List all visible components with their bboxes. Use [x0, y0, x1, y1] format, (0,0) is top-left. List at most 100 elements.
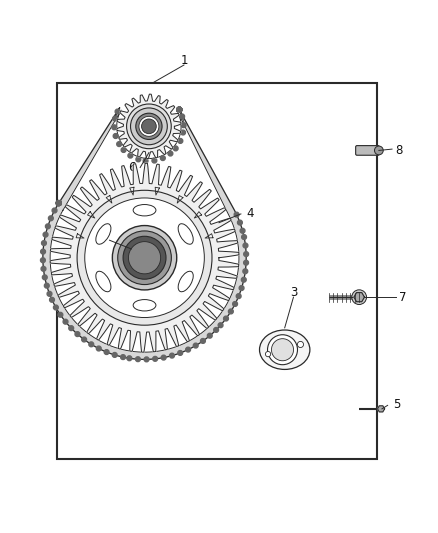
- Circle shape: [241, 277, 246, 282]
- Circle shape: [135, 357, 140, 361]
- Circle shape: [40, 258, 45, 263]
- Circle shape: [170, 353, 174, 358]
- Circle shape: [173, 146, 178, 151]
- Ellipse shape: [96, 271, 111, 292]
- Circle shape: [123, 236, 166, 279]
- Circle shape: [177, 107, 182, 112]
- Circle shape: [177, 107, 182, 112]
- Circle shape: [243, 243, 248, 248]
- Circle shape: [131, 108, 167, 145]
- Circle shape: [168, 151, 173, 156]
- Circle shape: [297, 342, 304, 348]
- Text: 2: 2: [97, 233, 105, 247]
- Circle shape: [46, 224, 50, 229]
- Circle shape: [57, 200, 61, 205]
- Circle shape: [89, 342, 94, 347]
- Circle shape: [237, 220, 242, 225]
- Circle shape: [236, 294, 241, 298]
- Circle shape: [239, 286, 244, 290]
- Circle shape: [177, 107, 182, 112]
- Circle shape: [57, 200, 61, 205]
- Circle shape: [128, 241, 161, 274]
- Circle shape: [57, 200, 61, 205]
- Circle shape: [57, 200, 61, 205]
- Circle shape: [201, 338, 205, 343]
- Circle shape: [186, 347, 191, 352]
- Ellipse shape: [96, 224, 111, 244]
- Circle shape: [69, 326, 74, 330]
- Circle shape: [57, 200, 61, 205]
- Ellipse shape: [133, 300, 156, 311]
- Circle shape: [53, 305, 58, 310]
- Circle shape: [128, 153, 133, 158]
- Circle shape: [47, 292, 52, 296]
- Circle shape: [57, 200, 61, 205]
- FancyBboxPatch shape: [142, 249, 147, 262]
- Ellipse shape: [133, 205, 156, 216]
- Polygon shape: [50, 110, 239, 352]
- Text: 3: 3: [290, 286, 297, 300]
- Polygon shape: [378, 406, 385, 412]
- Circle shape: [193, 343, 198, 348]
- Circle shape: [41, 249, 46, 254]
- Circle shape: [152, 158, 157, 163]
- Circle shape: [141, 251, 148, 257]
- Circle shape: [177, 107, 182, 112]
- Circle shape: [144, 357, 149, 362]
- Circle shape: [242, 235, 247, 239]
- Circle shape: [139, 116, 159, 136]
- Circle shape: [177, 107, 182, 112]
- Circle shape: [112, 125, 117, 130]
- Circle shape: [233, 302, 237, 306]
- Circle shape: [141, 119, 156, 134]
- Polygon shape: [43, 108, 246, 359]
- Circle shape: [85, 198, 204, 318]
- Circle shape: [121, 148, 126, 152]
- Circle shape: [43, 232, 48, 237]
- Circle shape: [49, 297, 54, 302]
- Circle shape: [218, 323, 223, 328]
- Circle shape: [272, 338, 293, 361]
- Text: 6: 6: [127, 161, 135, 174]
- Circle shape: [181, 123, 186, 127]
- Circle shape: [207, 333, 212, 338]
- Circle shape: [214, 327, 219, 332]
- Ellipse shape: [178, 271, 193, 292]
- Circle shape: [177, 107, 182, 112]
- Circle shape: [177, 107, 182, 112]
- Circle shape: [177, 107, 182, 112]
- Circle shape: [178, 351, 183, 356]
- Circle shape: [57, 200, 61, 205]
- Text: 1: 1: [180, 54, 188, 67]
- Circle shape: [42, 241, 46, 246]
- Circle shape: [112, 352, 117, 357]
- Circle shape: [57, 200, 61, 205]
- Circle shape: [177, 107, 182, 112]
- Polygon shape: [141, 252, 148, 261]
- Circle shape: [41, 266, 46, 271]
- Circle shape: [374, 146, 383, 155]
- Circle shape: [118, 231, 171, 285]
- Text: 8: 8: [395, 144, 402, 157]
- FancyBboxPatch shape: [356, 146, 379, 155]
- Polygon shape: [117, 94, 181, 158]
- Ellipse shape: [178, 224, 193, 244]
- Circle shape: [136, 113, 162, 140]
- Circle shape: [113, 225, 177, 290]
- Circle shape: [127, 356, 132, 361]
- Circle shape: [63, 319, 68, 324]
- Circle shape: [161, 355, 166, 360]
- Circle shape: [57, 200, 61, 205]
- Circle shape: [127, 104, 171, 149]
- Circle shape: [113, 116, 117, 121]
- Circle shape: [177, 107, 182, 112]
- Circle shape: [177, 107, 182, 112]
- Text: 5: 5: [393, 398, 400, 411]
- Circle shape: [177, 107, 182, 112]
- Circle shape: [136, 157, 141, 161]
- Circle shape: [234, 212, 239, 217]
- Text: 4: 4: [246, 207, 254, 221]
- Circle shape: [223, 316, 228, 321]
- Polygon shape: [354, 293, 364, 302]
- Circle shape: [240, 228, 245, 233]
